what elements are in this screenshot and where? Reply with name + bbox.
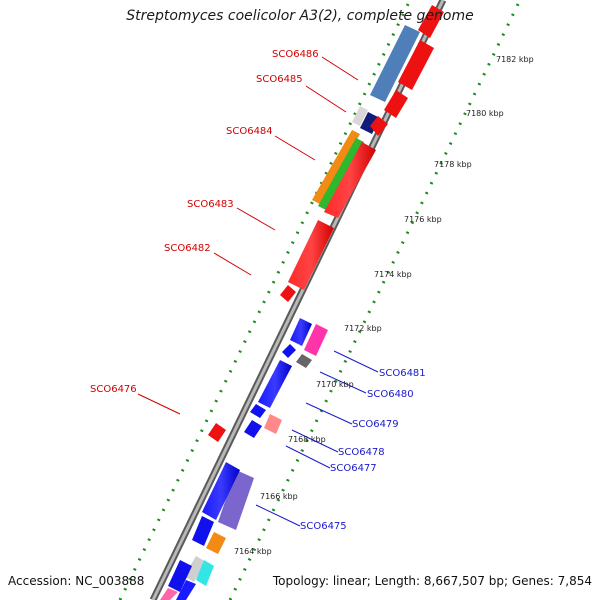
gene-SCO6486-blue (370, 25, 420, 102)
gene-label-SCO6480: SCO6480 (367, 389, 414, 400)
gene-label-SCO6478: SCO6478 (338, 447, 385, 458)
gene-cyan (196, 560, 214, 586)
gene-label-SCO6477: SCO6477 (330, 463, 377, 474)
kbp-label: 7178 kbp (434, 160, 472, 169)
topology-summary: Topology: linear; Length: 8,667,507 bp; … (272, 574, 592, 588)
gene-SCO6484-green (318, 138, 364, 210)
gene-small-red (280, 285, 296, 302)
gene-labels: SCO6486 SCO6485 SCO6484 SCO6483 SCO6482 … (90, 49, 426, 532)
gene-blue-f (168, 560, 192, 592)
gene-blue-a (290, 318, 312, 346)
gene-blue-c (250, 404, 266, 418)
gene-label-SCO6486: SCO6486 (272, 49, 319, 60)
kbp-label: 7176 kbp (404, 215, 442, 224)
gene-blue-d (202, 462, 240, 520)
gene-SCO6477-salmon (264, 414, 282, 434)
gene-SCO6479-blue (258, 360, 292, 408)
gene-SCO6484-orange (312, 130, 360, 204)
gene-label-SCO6483: SCO6483 (187, 199, 234, 210)
gene-label-SCO6485: SCO6485 (256, 74, 303, 85)
genome-title: Streptomyces coelicolor A3(2), complete … (126, 8, 474, 24)
reverse-strand-features (160, 318, 328, 600)
gene-top-red-2 (398, 40, 434, 90)
gene-top-red-3 (418, 5, 444, 38)
gene-label-SCO6481: SCO6481 (379, 368, 426, 379)
kbp-label: 7182 kbp (496, 55, 534, 64)
gene-SCO6485-dark (360, 112, 380, 134)
kbp-label: 7166 kbp (260, 492, 298, 501)
gene-top-red-1 (384, 90, 408, 118)
kbp-label: 7170 kbp (316, 380, 354, 389)
gene-SCO6476-red (208, 423, 226, 442)
gene-blue-b (282, 344, 296, 358)
gene-label-SCO6475: SCO6475 (300, 521, 347, 532)
ruler-line-left (118, 0, 412, 600)
gene-orange-small (206, 532, 226, 554)
gene-label-SCO6479: SCO6479 (352, 419, 399, 430)
gene-white-block (352, 106, 368, 126)
gene-bottom-blue (176, 580, 196, 600)
forward-strand-features (208, 5, 444, 442)
kbp-labels: 7164 kbp 7166 kbp 7168 kbp 7170 kbp 7172… (234, 55, 534, 556)
gene-bottom-pink (160, 588, 178, 600)
gene-SCO6480-grey (296, 354, 312, 368)
gene-grey-small (184, 556, 206, 582)
gene-label-SCO6482: SCO6482 (164, 243, 211, 254)
gene-SCO6481-pink (304, 324, 328, 356)
gene-SCO6475-purple (218, 470, 254, 530)
kbp-label: 7180 kbp (466, 109, 504, 118)
kbp-label: 7164 kbp (234, 547, 272, 556)
gene-red-pointer (370, 116, 388, 136)
gene-SCO6483-red (324, 142, 376, 218)
kbp-label: 7172 kbp (344, 324, 382, 333)
gene-blue-e (192, 516, 214, 546)
gene-SCO6478-blue (244, 420, 262, 438)
gene-label-SCO6476: SCO6476 (90, 384, 137, 395)
accession-label: Accession: NC_003888 (8, 574, 145, 588)
leader-lines (137, 56, 379, 527)
ruler-line-right (228, 0, 522, 600)
genome-backbone (149, 0, 447, 600)
kbp-label: 7174 kbp (374, 270, 412, 279)
ruler-lines (118, 0, 522, 600)
gene-SCO6482-red (288, 220, 334, 290)
kbp-label: 7168 kbp (288, 435, 326, 444)
gene-label-SCO6484: SCO6484 (226, 126, 273, 137)
